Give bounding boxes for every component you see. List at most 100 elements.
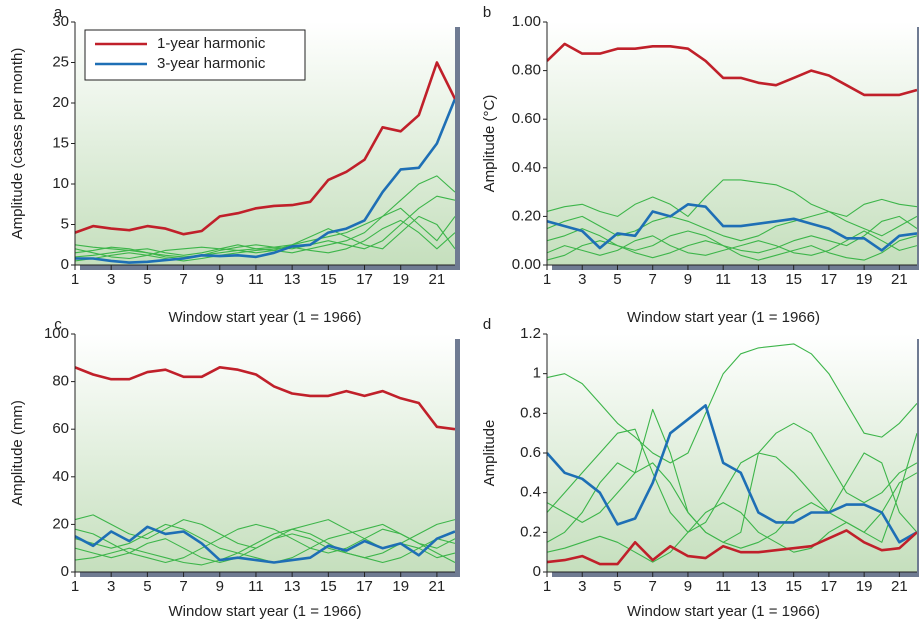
x-tick-label: 17: [821, 271, 838, 288]
x-tick-label: 5: [613, 271, 621, 288]
y-tick-label: 80: [52, 373, 69, 390]
model-line: [547, 422, 917, 543]
x-tick-label: 9: [216, 271, 224, 288]
model-line: [547, 428, 917, 533]
plot-lines: [75, 366, 455, 566]
y-tick-label: 1.2: [520, 325, 541, 342]
x-tick-label: 5: [143, 271, 151, 288]
model-line: [547, 235, 917, 261]
panel-label: b: [483, 4, 491, 21]
y-tick-label: 60: [52, 420, 69, 437]
x-tick-label: 5: [143, 578, 151, 595]
y-tick-label: 0.8: [520, 404, 541, 421]
x-tick-label: 21: [429, 271, 446, 288]
x-tick-label: 15: [785, 271, 802, 288]
x-tick-label: 13: [284, 271, 301, 288]
x-tick-label: 19: [856, 578, 873, 595]
y-tick-label: 0.20: [512, 207, 541, 224]
series-line: [547, 203, 917, 252]
x-tick-label: 17: [821, 578, 838, 595]
x-tick-label: 19: [856, 271, 873, 288]
x-tick-label: 11: [248, 578, 264, 595]
x-tick-label: 21: [891, 271, 908, 288]
y-axis-title: Amplitude (cases per month): [9, 48, 26, 240]
plot-lines: [75, 61, 455, 264]
x-tick-label: 3: [578, 578, 586, 595]
y-tick-label: 0.40: [512, 159, 541, 176]
y-tick-label: 10: [52, 175, 69, 192]
series-line: [75, 366, 455, 431]
model-line: [75, 207, 455, 258]
x-tick-label: 13: [750, 578, 767, 595]
series-line: [75, 98, 455, 264]
y-tick-label: 100: [44, 325, 69, 342]
y-tick-label: 25: [52, 53, 69, 70]
x-tick-label: 9: [684, 578, 692, 595]
x-tick-label: 9: [216, 578, 224, 595]
x-tick-label: 1: [543, 578, 551, 595]
plot-area: [547, 22, 917, 265]
x-tick-label: 7: [649, 271, 657, 288]
panel-label: d: [483, 316, 491, 333]
x-tick-label: 3: [107, 271, 115, 288]
model-line: [547, 179, 917, 217]
legend-label: 1-year harmonic: [157, 35, 266, 52]
x-axis-title: Window start year (1 = 1966): [168, 309, 361, 326]
x-axis-title: Window start year (1 = 1966): [168, 603, 361, 620]
y-tick-label: 0.6: [520, 444, 541, 461]
x-tick-label: 1: [71, 271, 79, 288]
y-tick-label: 0: [533, 563, 541, 580]
series-line: [547, 529, 917, 566]
series-line: [547, 404, 917, 544]
panel: d00.20.40.60.811.21 3 5 7 9 11 13 15 17 19 21Windo…: [481, 316, 919, 620]
y-tick-label: 5: [61, 215, 69, 232]
x-tick-label: 13: [750, 271, 767, 288]
x-tick-label: 15: [320, 578, 337, 595]
x-tick-label: 9: [684, 271, 692, 288]
model-line: [75, 175, 455, 258]
panel-label: c: [54, 316, 62, 333]
y-tick-label: 0.60: [512, 110, 541, 127]
x-tick-label: 7: [179, 578, 187, 595]
x-tick-label: 11: [715, 578, 731, 595]
model-line: [75, 195, 455, 260]
model-line: [75, 528, 455, 566]
x-tick-label: 15: [320, 271, 337, 288]
model-line: [547, 210, 917, 242]
x-tick-label: 17: [356, 578, 373, 595]
x-tick-label: 21: [891, 578, 908, 595]
y-tick-label: 20: [52, 515, 69, 532]
x-tick-label: 7: [649, 578, 657, 595]
y-axis-title: Amplitude: [481, 420, 498, 487]
series-line: [75, 525, 455, 564]
plot-area: [75, 334, 455, 572]
model-line: [547, 408, 917, 549]
y-tick-label: 0: [61, 256, 69, 273]
x-axis-title: Window start year (1 = 1966): [627, 603, 820, 620]
series-line: [547, 42, 917, 97]
y-tick-label: 0.4: [520, 484, 541, 501]
x-tick-label: 7: [179, 271, 187, 288]
legend-box: [84, 29, 306, 81]
x-tick-label: 15: [785, 578, 802, 595]
x-tick-label: 19: [392, 271, 409, 288]
y-tick-label: 1: [533, 365, 541, 382]
y-tick-label: 15: [52, 134, 69, 151]
x-tick-label: 1: [71, 578, 79, 595]
x-tick-label: 3: [578, 271, 586, 288]
y-axis-title: Amplitude (°C): [481, 95, 498, 193]
y-tick-label: 30: [52, 13, 69, 30]
x-tick-label: 19: [392, 578, 409, 595]
panel-label: a: [54, 4, 63, 21]
y-tick-label: 0.00: [512, 256, 541, 273]
x-axis-title: Window start year (1 = 1966): [627, 309, 820, 326]
y-tick-label: 0: [61, 563, 69, 580]
y-axis-title: Amplitude (mm): [9, 400, 26, 506]
model-line: [75, 215, 455, 260]
model-line: [75, 523, 455, 564]
x-tick-label: 17: [356, 271, 373, 288]
plot-area: [547, 334, 917, 572]
x-tick-label: 3: [107, 578, 115, 595]
